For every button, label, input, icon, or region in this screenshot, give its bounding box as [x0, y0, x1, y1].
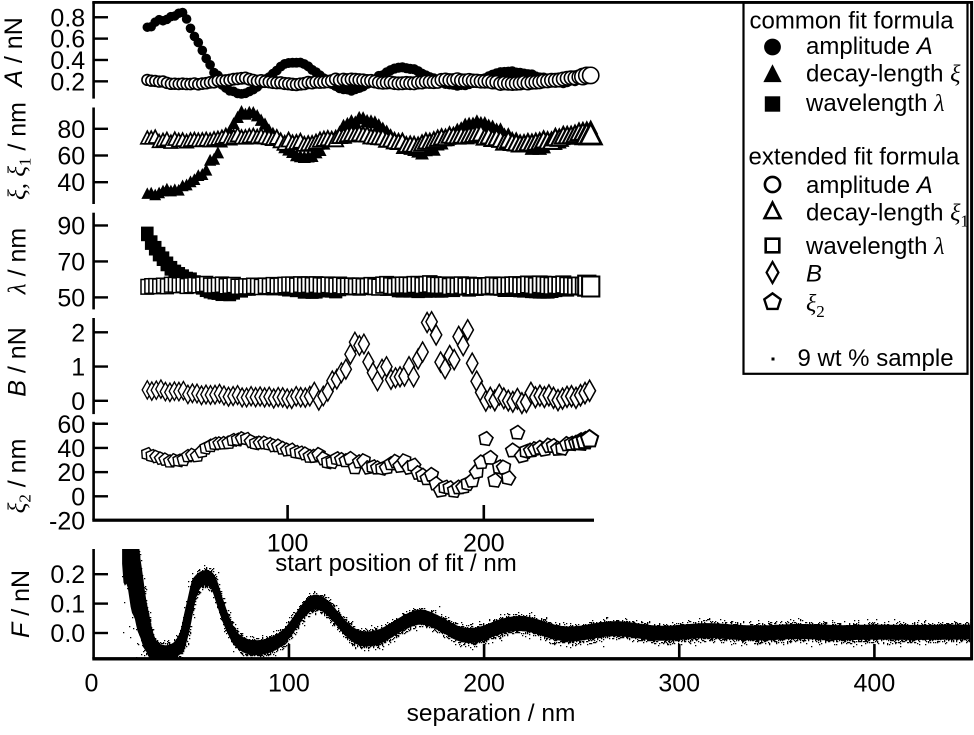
svg-text:wavelength λ: wavelength λ	[805, 90, 945, 117]
svg-text:0.2: 0.2	[50, 68, 85, 96]
svg-text:amplitude A: amplitude A	[806, 33, 933, 60]
svg-text:λ / nm: λ / nm	[4, 228, 32, 295]
svg-text:90: 90	[57, 213, 85, 241]
svg-text:70: 70	[57, 248, 85, 276]
svg-text:B: B	[806, 261, 822, 288]
svg-text:0: 0	[85, 670, 99, 698]
svg-text:0.0: 0.0	[50, 620, 85, 648]
svg-text:start position of fit / nm: start position of fit / nm	[275, 550, 516, 577]
svg-text:40: 40	[57, 435, 85, 463]
svg-text:-20: -20	[49, 508, 85, 536]
svg-text:decay-length ξ: decay-length ξ	[806, 61, 961, 88]
svg-text:1: 1	[71, 354, 85, 382]
svg-text:80: 80	[57, 116, 85, 144]
svg-text:0.4: 0.4	[50, 47, 85, 75]
svg-text:ξ2 / nm: ξ2 / nm	[4, 439, 35, 514]
svg-text:9 wt % sample: 9 wt % sample	[798, 345, 954, 372]
svg-text:ξ, ξ1 / nm: ξ, ξ1 / nm	[4, 102, 35, 200]
svg-text:F / nN: F / nN	[7, 570, 35, 638]
svg-text:B / nN: B / nN	[4, 327, 32, 396]
svg-text:amplitude A: amplitude A	[806, 172, 933, 199]
svg-text:20: 20	[57, 459, 85, 487]
svg-text:300: 300	[658, 670, 700, 698]
svg-text:common fit formula: common fit formula	[750, 7, 955, 34]
svg-text:200: 200	[463, 670, 505, 698]
svg-text:2: 2	[71, 319, 85, 347]
svg-text:60: 60	[57, 411, 85, 439]
svg-text:separation / nm: separation / nm	[407, 700, 576, 727]
svg-text:0.8: 0.8	[50, 4, 85, 32]
svg-text:60: 60	[57, 143, 85, 171]
svg-text:200: 200	[463, 530, 505, 558]
svg-text:100: 100	[268, 670, 310, 698]
svg-text:extended fit formula: extended fit formula	[749, 144, 960, 171]
svg-text:400: 400	[854, 670, 896, 698]
svg-text:0.2: 0.2	[50, 561, 85, 589]
svg-text:0.1: 0.1	[50, 591, 85, 619]
svg-text:ξ2: ξ2	[806, 291, 825, 321]
svg-text:50: 50	[57, 284, 85, 312]
svg-text:0: 0	[71, 388, 85, 416]
svg-text:A / nN: A / nN	[0, 17, 28, 88]
svg-text:wavelength λ: wavelength λ	[805, 233, 945, 260]
svg-text:0.6: 0.6	[50, 26, 85, 54]
svg-text:0: 0	[71, 483, 85, 511]
svg-text:40: 40	[57, 169, 85, 197]
svg-text:decay-length ξ1: decay-length ξ1	[806, 199, 969, 230]
svg-text:100: 100	[267, 530, 309, 558]
